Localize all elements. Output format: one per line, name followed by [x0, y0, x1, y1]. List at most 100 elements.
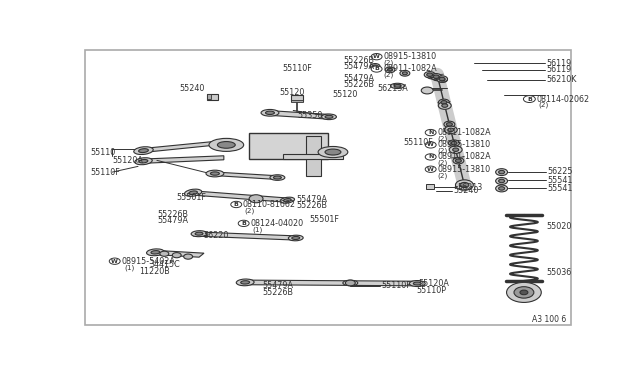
Circle shape [400, 70, 410, 76]
Circle shape [109, 258, 120, 264]
Text: (2): (2) [244, 208, 255, 214]
Circle shape [385, 67, 395, 73]
Circle shape [425, 154, 436, 160]
Text: 55110F: 55110F [403, 138, 433, 147]
Text: 55240: 55240 [453, 186, 478, 195]
Ellipse shape [273, 176, 282, 179]
Bar [426, 184, 434, 189]
Text: 08911-1082A: 08911-1082A [437, 128, 491, 137]
Circle shape [442, 104, 448, 107]
Circle shape [495, 185, 508, 192]
Circle shape [441, 100, 447, 104]
Circle shape [453, 158, 464, 164]
Ellipse shape [292, 237, 300, 240]
Text: 55120: 55120 [280, 88, 305, 97]
Text: 08124-04020: 08124-04020 [250, 219, 303, 228]
Circle shape [238, 220, 249, 227]
Ellipse shape [325, 149, 341, 155]
Bar [207, 94, 218, 100]
Bar [249, 134, 328, 159]
Ellipse shape [394, 84, 401, 87]
Text: (1): (1) [252, 227, 262, 233]
Text: 55110: 55110 [90, 148, 115, 157]
Text: (2): (2) [437, 147, 447, 154]
Circle shape [425, 166, 436, 172]
Circle shape [425, 129, 436, 136]
Text: 55479A: 55479A [344, 74, 375, 83]
Circle shape [427, 73, 433, 76]
Polygon shape [150, 250, 204, 257]
Circle shape [160, 251, 169, 256]
Text: N: N [428, 130, 433, 135]
Circle shape [172, 253, 181, 258]
Ellipse shape [134, 147, 153, 154]
Ellipse shape [135, 158, 152, 165]
Circle shape [425, 142, 436, 148]
Ellipse shape [191, 231, 207, 237]
Text: 56119: 56119 [547, 65, 572, 74]
Text: B: B [241, 221, 246, 226]
Text: 08911-1082A: 08911-1082A [383, 64, 437, 74]
Polygon shape [138, 140, 232, 153]
Circle shape [421, 87, 433, 94]
Text: 55036: 55036 [547, 268, 572, 277]
Ellipse shape [195, 232, 203, 235]
Text: 08915-13810: 08915-13810 [437, 165, 490, 174]
Text: 55110F: 55110F [381, 281, 411, 290]
Text: (2): (2) [437, 172, 447, 179]
Circle shape [460, 182, 469, 187]
Ellipse shape [151, 251, 160, 254]
Text: 55226B: 55226B [262, 288, 294, 296]
Polygon shape [241, 280, 419, 286]
Circle shape [499, 187, 504, 190]
Text: B: B [374, 67, 379, 71]
Text: 56220: 56220 [203, 231, 228, 240]
Text: (2): (2) [437, 160, 447, 166]
Circle shape [370, 64, 380, 69]
Ellipse shape [289, 235, 303, 241]
Circle shape [439, 77, 445, 81]
Ellipse shape [236, 279, 254, 286]
Text: N: N [428, 154, 433, 160]
Ellipse shape [139, 149, 148, 153]
Text: 55501F: 55501F [177, 193, 207, 202]
Ellipse shape [218, 141, 236, 148]
Circle shape [372, 65, 378, 68]
Ellipse shape [325, 115, 333, 118]
Circle shape [456, 180, 474, 190]
Circle shape [184, 254, 193, 259]
Circle shape [433, 75, 439, 78]
Text: 56213: 56213 [457, 183, 482, 192]
Text: W: W [428, 142, 434, 147]
Circle shape [524, 96, 535, 103]
Circle shape [495, 169, 508, 176]
Ellipse shape [139, 160, 148, 163]
Circle shape [507, 282, 541, 302]
Text: 55120A: 55120A [419, 279, 449, 288]
Circle shape [451, 141, 457, 145]
Polygon shape [188, 191, 289, 202]
Text: (1): (1) [125, 264, 135, 271]
Text: 08110-81662: 08110-81662 [243, 200, 296, 209]
Text: 55020: 55020 [547, 222, 572, 231]
Bar [306, 136, 321, 176]
Circle shape [371, 66, 382, 72]
Text: (2): (2) [538, 102, 548, 108]
Bar [284, 154, 343, 159]
Text: 55110F: 55110F [90, 168, 120, 177]
Text: 55226B: 55226B [157, 210, 188, 219]
Text: 08114-02062: 08114-02062 [536, 94, 589, 103]
Circle shape [520, 290, 528, 295]
Text: B: B [527, 97, 532, 102]
Ellipse shape [343, 280, 358, 286]
Text: W: W [111, 259, 118, 264]
Text: 55479A: 55479A [157, 216, 188, 225]
Ellipse shape [266, 111, 275, 115]
Polygon shape [193, 232, 298, 240]
Text: 08915-13810: 08915-13810 [383, 52, 436, 61]
Text: 55541: 55541 [547, 184, 573, 193]
Circle shape [452, 148, 459, 151]
Text: 55226B: 55226B [343, 56, 374, 65]
Text: 55110F: 55110F [282, 64, 312, 73]
Circle shape [495, 177, 508, 185]
